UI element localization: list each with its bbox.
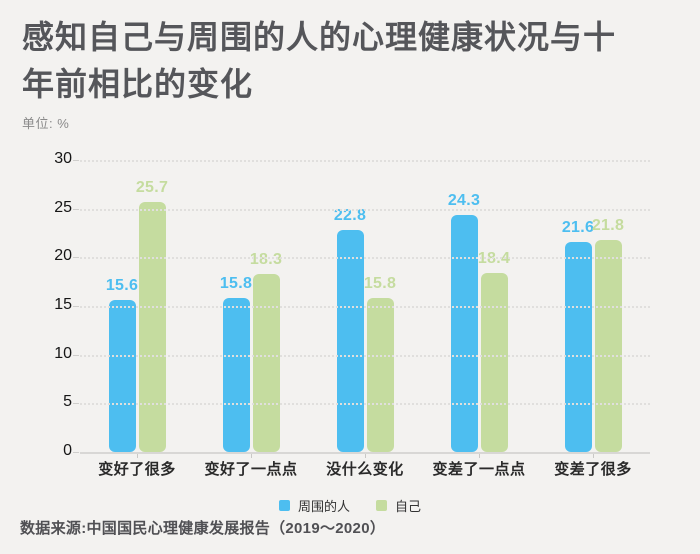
- gridline: [80, 257, 650, 260]
- bar: [594, 239, 622, 452]
- bar-value-label: 18.3: [249, 250, 283, 268]
- x-axis-category-label: 变差了一点点: [432, 461, 526, 478]
- y-axis-tick-label: 25: [54, 198, 72, 216]
- bar-value-label: 15.6: [105, 277, 139, 295]
- y-axis-tick-mark: [73, 354, 79, 356]
- gridline: [80, 354, 650, 357]
- bar: [138, 201, 166, 452]
- bar-column: 15.6: [106, 277, 138, 452]
- y-axis-tick-label: 5: [63, 393, 72, 411]
- bar-chart: 15.6 25.7 15.8 18.3 22.8 15.8 24.3 18.4 21.6 21.8…: [0, 148, 700, 484]
- page-title: 感知自己与周围的人的心理健康状况与十年前相比的变化: [22, 19, 617, 102]
- bar-column: 22.8: [334, 207, 366, 452]
- bar-value-label: 22.8: [333, 207, 367, 225]
- bar-column: 18.3: [250, 251, 282, 452]
- bar-group: 15.8 18.3: [194, 160, 308, 452]
- x-axis-tick-mark: [593, 454, 594, 458]
- bar-value-label: 24.3: [447, 192, 481, 210]
- bar-column: 21.6: [562, 219, 594, 452]
- y-axis-tick-label: 10: [54, 344, 72, 362]
- legend-swatch-blue-icon: [278, 500, 290, 511]
- bar-value-label: 15.8: [363, 275, 397, 293]
- legend-label-people-around: 周围的人: [297, 499, 350, 514]
- bar-value-label: 15.8: [219, 275, 253, 293]
- bar-column: 15.8: [364, 275, 396, 452]
- x-axis-category-label: 变差了很多: [554, 461, 632, 478]
- bar-value-label: 25.7: [135, 178, 169, 196]
- legend-swatch-green-icon: [376, 500, 387, 511]
- y-axis-tick-mark: [73, 257, 79, 259]
- gridline: [80, 160, 650, 162]
- x-axis-tick-mark: [251, 454, 252, 458]
- bar: [252, 273, 280, 452]
- x-axis-tick-mark: [137, 454, 138, 458]
- data-source: 数据来源:中国国民心理健康发展报告（2019～2020）: [20, 520, 386, 537]
- y-axis-tick-mark: [73, 452, 79, 453]
- bar: [108, 300, 136, 452]
- x-axis-category-label: 没什么变化: [326, 461, 404, 478]
- legend-label-self: 自己: [395, 499, 422, 514]
- bar-column: 24.3: [448, 192, 480, 452]
- y-axis-tick-label: 15: [54, 296, 72, 313]
- bar: [480, 272, 508, 452]
- bar-group: 24.3 18.4: [422, 160, 536, 452]
- x-axis-tick-mark: [365, 454, 366, 458]
- bar-column: 21.8: [592, 217, 624, 452]
- bar: [564, 241, 592, 452]
- bar: [450, 215, 478, 452]
- plot-area: 15.6 25.7 15.8 18.3 22.8 15.8 24.3 18.4 21.6 21.8: [80, 160, 650, 454]
- bar-value-label: 21.8: [591, 216, 625, 234]
- bar-group: 21.6 21.8: [536, 160, 650, 452]
- x-axis-category-label: 变好了一点点: [204, 461, 298, 478]
- gridline: [80, 306, 650, 308]
- bar-column: 15.8: [220, 275, 252, 452]
- bar-group: 15.6 25.7: [80, 160, 194, 452]
- y-axis-tick-mark: [73, 160, 79, 161]
- gridline: [80, 208, 650, 211]
- bar: [222, 298, 250, 452]
- bar-column: 18.4: [478, 250, 510, 452]
- y-axis-tick-label: 30: [54, 150, 72, 167]
- bar-group: 22.8 15.8: [308, 160, 422, 452]
- bar-value-label: 21.6: [561, 218, 595, 236]
- bar-column: 25.7: [136, 179, 168, 452]
- x-axis-tick-mark: [479, 454, 480, 458]
- legend-item-people-around: 周围的人: [278, 496, 350, 515]
- x-axis-category-label: 变好了很多: [98, 461, 176, 478]
- legend-item-self: 自己: [376, 496, 421, 515]
- category-axis: 变好了很多 变好了一点点 没什么变化 变差了一点点 变差了很多: [80, 458, 650, 479]
- gridline: [80, 403, 650, 406]
- y-axis-tick-label: 20: [54, 247, 72, 265]
- legend: 周围的人 自己: [0, 496, 700, 515]
- y-axis-tick-mark: [73, 306, 79, 307]
- y-axis-tick-mark: [73, 208, 79, 210]
- bar: [336, 230, 364, 452]
- unit-label: 单位: %: [22, 116, 70, 131]
- bar: [366, 298, 394, 452]
- y-axis-tick-label: 0: [63, 442, 72, 459]
- bar-groups: 15.6 25.7 15.8 18.3 22.8 15.8 24.3 18.4 21.6 21.8: [80, 160, 650, 452]
- y-axis-tick-mark: [73, 403, 79, 405]
